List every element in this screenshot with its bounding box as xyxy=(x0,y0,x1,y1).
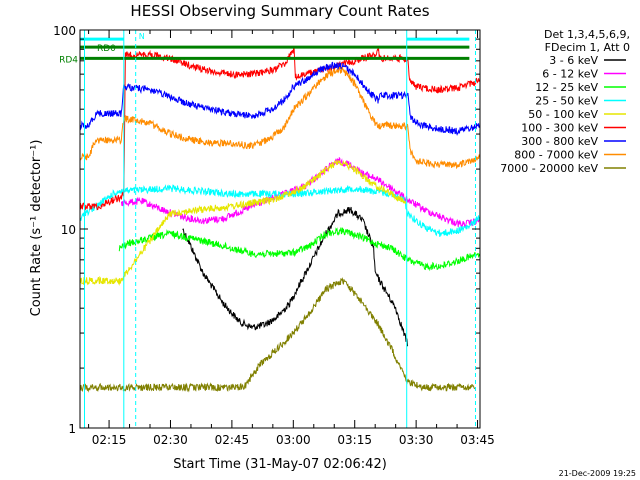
series-line-3 xyxy=(79,184,481,238)
y-axis-label: Count Rate (s⁻¹ detector⁻¹) xyxy=(29,140,44,317)
legend-header-line2: FDecim 1, Att 0 xyxy=(545,41,630,54)
series-line-2 xyxy=(118,227,481,272)
series-line-4 xyxy=(79,159,406,286)
series-line-7 xyxy=(79,66,481,170)
legend-label-4: 50 - 100 keV xyxy=(528,108,598,121)
x-tick-label-2: 02:45 xyxy=(215,433,250,447)
legend-label-8: 7000 - 20000 keV xyxy=(500,162,598,175)
n-bar-label: N xyxy=(139,32,145,41)
y-tick-label-1: 10 xyxy=(61,223,76,237)
legend-label-6: 300 - 800 keV xyxy=(521,135,598,148)
x-tick-label-0: 02:15 xyxy=(92,433,127,447)
legend-label-5: 100 - 300 keV xyxy=(521,122,598,135)
attenuator-label-1: RD4 xyxy=(59,55,78,65)
axes-layer: 02:15 02:30 02:45 03:00 03:15 03:30 03:45 1 10 10… xyxy=(53,24,495,447)
legend-label-0: 3 - 6 keV xyxy=(549,54,598,67)
legend-label-2: 12 - 25 keV xyxy=(535,81,598,94)
overlay-layer: RD0 RD4 N xyxy=(59,30,476,428)
chart-title: HESSI Observing Summary Count Rates xyxy=(130,2,429,20)
x-tick-label-5: 03:30 xyxy=(399,433,434,447)
attenuator-label-0: RD0 xyxy=(97,44,116,54)
series-line-0 xyxy=(182,206,409,347)
legend-header-line1: Det 1,3,4,5,6,9, xyxy=(544,28,630,41)
x-tick-label-4: 03:15 xyxy=(337,433,372,447)
series-line-5 xyxy=(79,46,481,211)
series-line-1 xyxy=(120,156,481,228)
y-tick-label-2: 100 xyxy=(53,24,76,38)
timestamp: 21-Dec-2009 19:25 xyxy=(559,469,636,478)
x-tick-label-3: 03:00 xyxy=(276,433,311,447)
x-tick-label-1: 02:30 xyxy=(153,433,188,447)
series-layer xyxy=(79,46,481,393)
y-tick-label-0: 1 xyxy=(68,422,76,436)
x-axis-label: Start Time (31-May-07 02:06:42) xyxy=(173,457,387,472)
legend-label-3: 25 - 50 keV xyxy=(535,95,598,108)
series-line-6 xyxy=(79,61,481,136)
x-tick-label-6: 03:45 xyxy=(460,433,495,447)
series-line-8 xyxy=(79,276,476,393)
legend-label-7: 800 - 7000 keV xyxy=(514,149,598,162)
legend-label-1: 6 - 12 keV xyxy=(542,68,598,81)
